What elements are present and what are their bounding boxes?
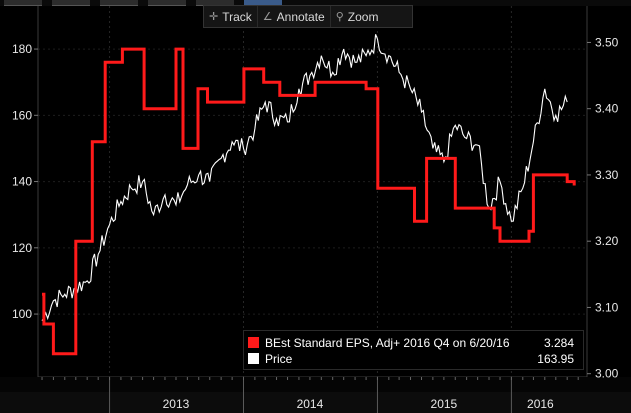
x-tick-label: 2015 [431, 397, 458, 411]
price-series-line [41, 34, 568, 321]
y-left-tick-label: 100 [12, 307, 32, 321]
legend-eps-value: 3.284 [543, 335, 574, 350]
y-right-tick-label: 3.30 [595, 168, 619, 182]
crosshair-icon: ✛ [209, 11, 219, 23]
y-right-tick-label: 3.10 [595, 300, 619, 314]
track-label: Track [222, 9, 252, 24]
y-right-tick-label: 3.20 [595, 234, 619, 248]
y-right-tick-label: 3.00 [595, 367, 619, 381]
series-layer [41, 34, 576, 356]
eps-swatch [248, 337, 259, 348]
zoom-button[interactable]: ⚲ Zoom [329, 6, 384, 27]
chart-toolbar: ✛ Track ∠ Annotate ⚲ Zoom [203, 5, 413, 28]
legend-row-price: Price 163.95 [248, 351, 578, 366]
legend-row-eps: BEst Standard EPS, Adj+ 2016 Q4 on 6/20/… [248, 335, 578, 350]
pencil-line-icon: ∠ [262, 11, 273, 23]
legend-price-value: 163.95 [537, 351, 574, 366]
annotate-button[interactable]: ∠ Annotate [256, 6, 330, 27]
track-button[interactable]: ✛ Track [204, 6, 257, 27]
y-left-tick-label: 140 [12, 175, 32, 189]
price-swatch [248, 353, 259, 364]
top-tab[interactable] [148, 0, 186, 6]
y-left-tick-label: 160 [12, 108, 32, 122]
x-axis-band [0, 377, 631, 392]
magnifier-icon: ⚲ [335, 11, 344, 23]
annotate-label: Annotate [276, 9, 325, 24]
x-tick-label: 2014 [297, 397, 324, 411]
legend-eps-label: BEst Standard EPS, Adj+ 2016 Q4 on 6/20/… [265, 335, 510, 350]
x-tick-label: 2013 [163, 397, 190, 411]
zoom-label: Zoom [347, 9, 379, 24]
x-tick-label: 2016 [527, 397, 554, 411]
top-tab[interactable] [100, 0, 138, 6]
y-right-tick-label: 3.40 [595, 102, 619, 116]
top-tab[interactable] [4, 0, 42, 6]
axes: 2013 2014 2015 2016 100 120 140 160 180 3.00 3.10 3… [0, 6, 631, 413]
y-left-tick-label: 120 [12, 241, 32, 255]
y-right-tick-label: 3.50 [595, 35, 619, 49]
top-tab[interactable] [52, 0, 90, 6]
x-label-band [0, 392, 631, 413]
y-left-tick-label: 180 [12, 42, 32, 56]
legend-price-label: Price [265, 351, 293, 366]
chart-legend: BEst Standard EPS, Adj+ 2016 Q4 on 6/20/… [243, 330, 584, 370]
eps-series-line [42, 47, 576, 356]
